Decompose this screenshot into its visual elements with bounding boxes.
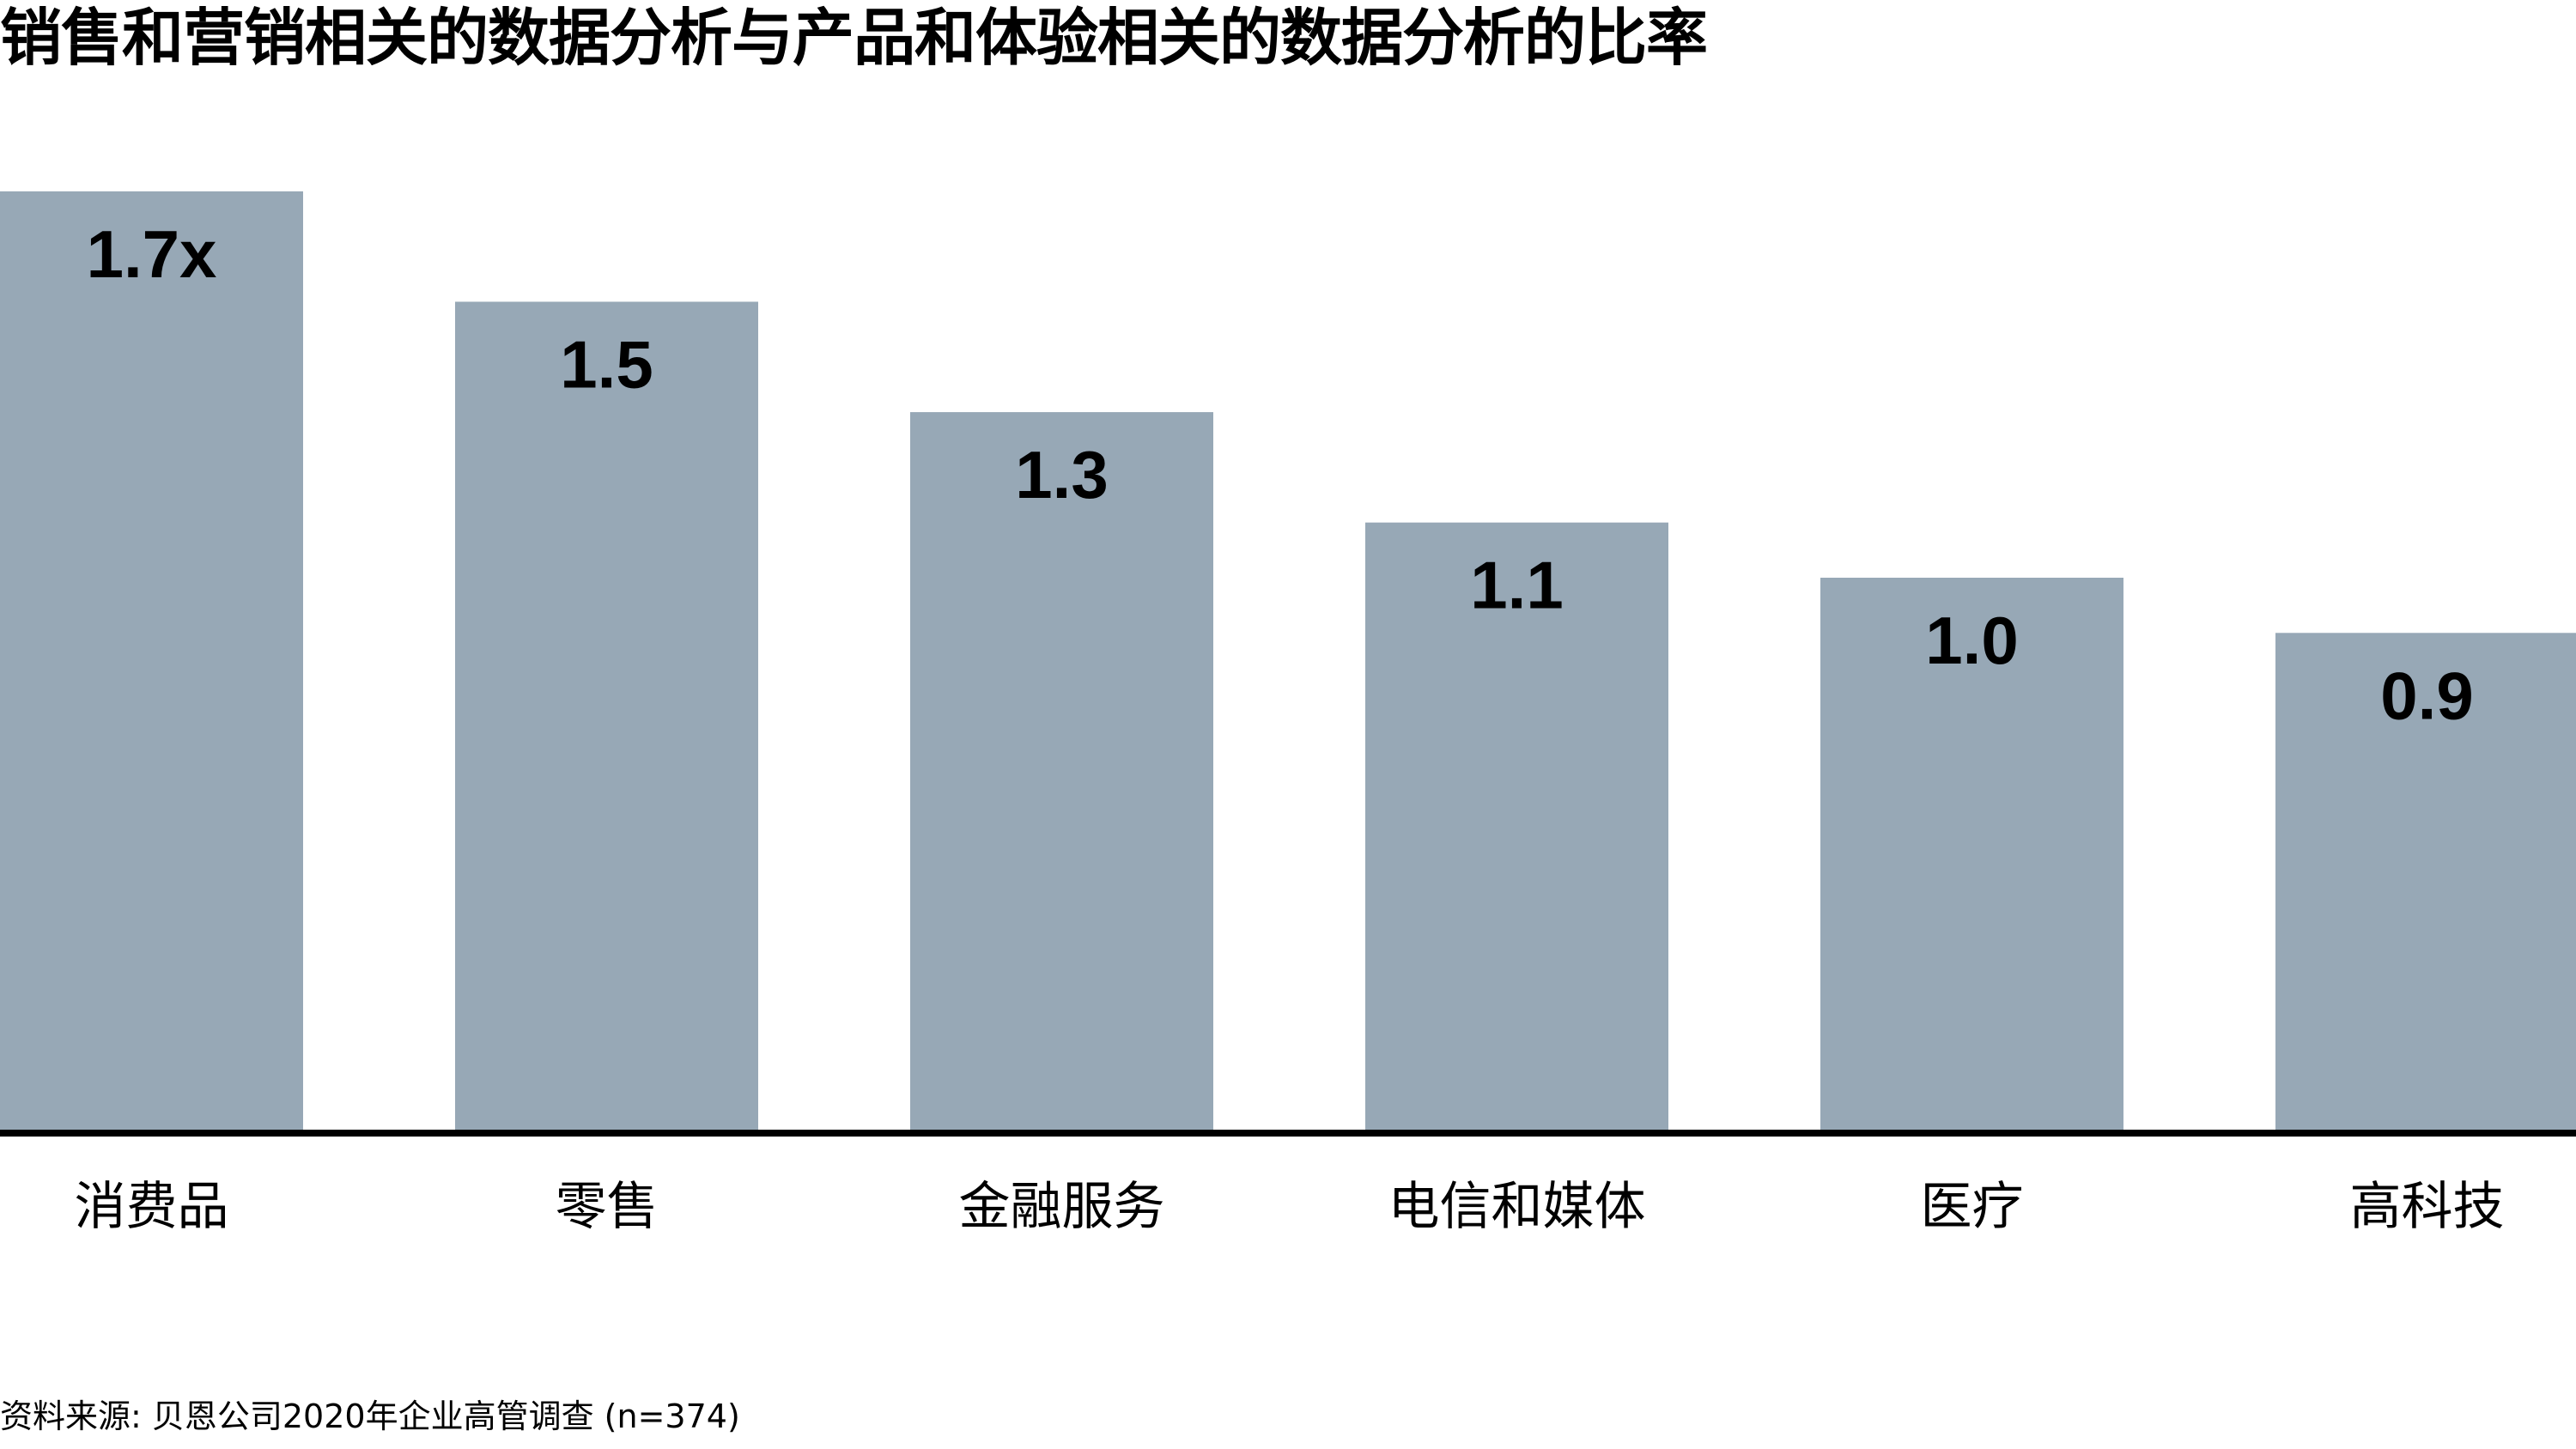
bar-2	[455, 301, 758, 1130]
category-label-2: 零售	[556, 1177, 659, 1237]
category-labels-group: 消费品 零售 金融服务 电信和媒体 医疗 高科技	[75, 1177, 2505, 1237]
bar-4	[1365, 522, 1668, 1130]
bar-value-label-2: 1.5	[560, 327, 653, 403]
chart-title: 销售和营销相关的数据分析与产品和体验相关的数据分析的比率	[0, 2, 1708, 74]
category-label-1: 消费品	[75, 1177, 229, 1237]
category-label-4: 电信和媒体	[1388, 1177, 1646, 1237]
source-note: 资料来源: 贝恩公司2020年企业高管调查 (n=374)	[0, 1397, 740, 1435]
bar-1	[0, 191, 303, 1130]
category-label-6: 高科技	[2350, 1177, 2505, 1237]
category-label-3: 金融服务	[959, 1177, 1165, 1237]
bar-value-label-6: 0.9	[2380, 658, 2473, 733]
bar-5	[1820, 578, 2123, 1130]
category-label-5: 医疗	[1921, 1177, 2024, 1237]
bars-group	[0, 191, 2576, 1131]
bar-value-label-1: 1.7x	[87, 216, 217, 292]
bar-chart: 1.7x 1.5 1.3 1.1 1.0 0.9 消费品 零售 金融服务 电信和媒体 医疗 高科技	[0, 191, 2576, 1237]
bar-3	[910, 412, 1213, 1131]
value-labels-group: 1.7x 1.5 1.3 1.1 1.0 0.9	[87, 216, 2474, 733]
bar-6	[2275, 633, 2576, 1130]
bar-value-label-4: 1.1	[1470, 548, 1563, 623]
bar-value-label-5: 1.0	[1925, 603, 2018, 678]
bar-value-label-3: 1.3	[1015, 437, 1108, 512]
